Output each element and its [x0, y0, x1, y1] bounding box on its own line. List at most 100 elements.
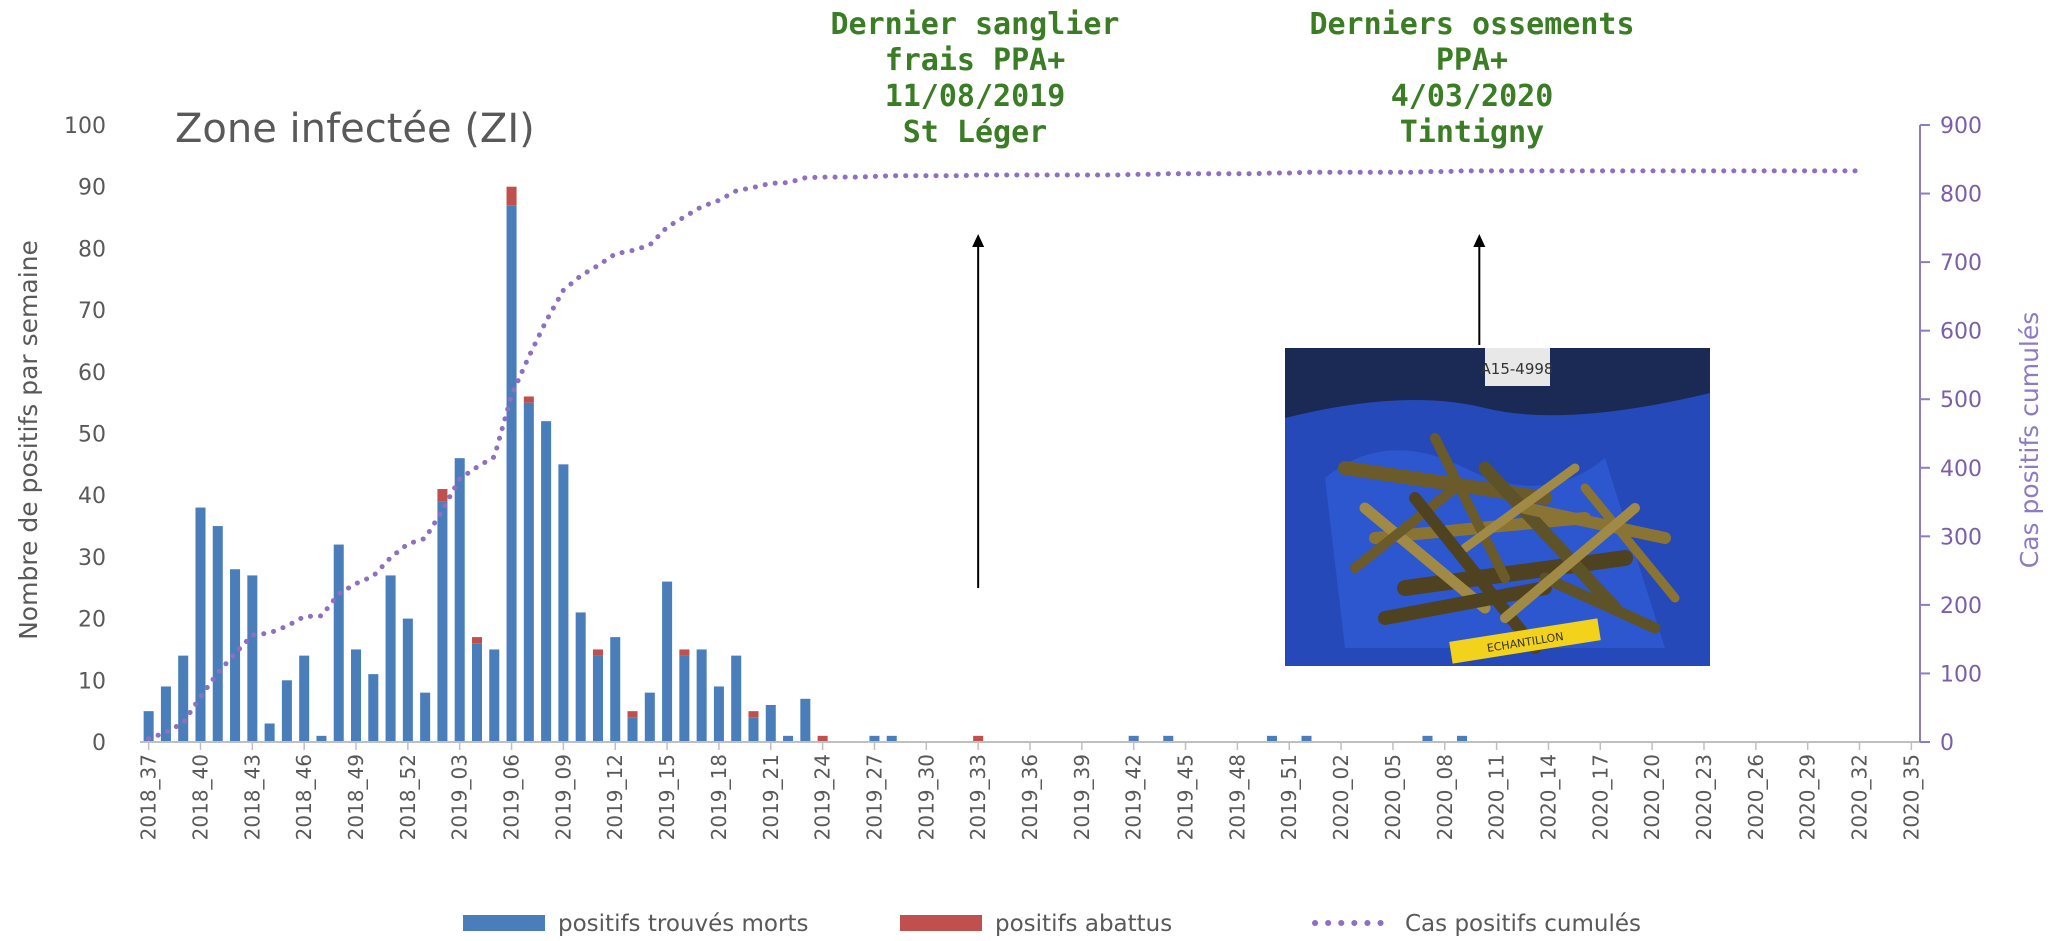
bar-dead-2019_14	[644, 692, 655, 742]
bar-dead-2019_50	[1266, 735, 1277, 742]
bar-dead-2018_37	[143, 711, 154, 742]
bar-dead-2018_49	[351, 649, 362, 742]
x-tick: 2019_39	[1070, 754, 1094, 840]
bar-dead-2019_22	[783, 735, 794, 742]
right-y-tick: 400	[1940, 457, 1982, 482]
left-y-tick: 30	[78, 546, 106, 571]
bar-dead-2018_43	[247, 575, 258, 742]
bar-dead-2019_42	[1128, 735, 1139, 742]
left-y-tick: 100	[64, 114, 106, 139]
legend-swatch	[463, 915, 545, 931]
x-tick: 2019_27	[862, 754, 886, 840]
bars	[143, 186, 1468, 742]
x-tick: 2019_45	[1174, 754, 1198, 840]
x-tick: 2020_26	[1744, 754, 1768, 840]
bar-dead-2018_41	[212, 526, 223, 742]
bar-dead-2019_23	[800, 698, 811, 742]
bone	[1378, 581, 1552, 625]
bar-dead-2018_38	[160, 686, 171, 742]
bar-dead-2018_47	[316, 735, 327, 742]
bar-dead-2019_17	[696, 649, 707, 742]
bar-dead-2018_40	[195, 507, 206, 742]
x-tick: 2019_51	[1277, 754, 1301, 840]
bar-shot-2019_33	[973, 735, 984, 742]
right-y-axis-label: Cas positifs cumulés	[2015, 312, 2044, 569]
bar-dead-2019_06	[506, 205, 517, 742]
bar-shot-2019_13	[627, 711, 638, 718]
bar-shot-2019_11	[592, 649, 603, 656]
bone	[1460, 463, 1580, 553]
bone	[1500, 503, 1640, 623]
bar-dead-2019_44	[1163, 735, 1174, 742]
bar-shot-2019_04	[471, 637, 483, 644]
x-tick: 2020_14	[1536, 754, 1560, 840]
left-y-tick: 90	[78, 176, 106, 201]
annotation-line: 11/08/2019	[885, 79, 1066, 114]
bar-dead-2018_46	[299, 655, 310, 742]
right-y-tick: 500	[1940, 388, 1982, 413]
annotation-line: Tintigny	[1400, 115, 1545, 150]
bone	[1580, 483, 1680, 603]
bar-shot-2019_06	[506, 186, 517, 206]
bar-dead-2019_05	[489, 649, 500, 742]
right-y-tick: 0	[1940, 731, 1954, 756]
bar-dead-2018_51	[385, 575, 396, 742]
left-y-tick-labels: 0 10 20 30 40 50 60 70 80 90 100	[64, 114, 106, 756]
bar-dead-2020_07	[1422, 735, 1433, 742]
left-y-tick: 0	[92, 731, 106, 756]
bone	[1397, 550, 1633, 596]
cumulative-series-line	[146, 168, 1862, 742]
x-tick: 2018_46	[292, 754, 316, 840]
sample-label-text: A15-4998	[1481, 360, 1554, 378]
x-tick: 2020_32	[1848, 754, 1872, 840]
x-tick-labels: 2018_37 2018_40 2018_43 2018_46 2018_49 2018_…	[137, 742, 1923, 840]
bar-shot-2019_20	[748, 711, 759, 718]
left-y-tick: 50	[78, 423, 106, 448]
x-tick: 2019_42	[1122, 754, 1146, 840]
left-y-tick: 40	[78, 484, 106, 509]
axes	[140, 125, 1921, 743]
cumulative-line	[146, 168, 1862, 742]
annotation-line: frais PPA+	[885, 43, 1066, 78]
bar-dead-2019_10	[575, 612, 586, 742]
left-y-tick: 20	[78, 608, 106, 633]
bone	[1350, 483, 1460, 573]
x-tick: 2020_35	[1899, 754, 1923, 840]
right-y-tick: 700	[1940, 251, 1982, 276]
bar-dead-2019_28	[886, 735, 897, 742]
legend-label: Cas positifs cumulés	[1405, 911, 1641, 937]
x-tick: 2020_11	[1485, 754, 1509, 840]
bar-dead-2018_39	[178, 655, 189, 742]
x-tick: 2019_30	[914, 754, 938, 840]
annotation-line: 4/03/2020	[1391, 79, 1554, 114]
left-y-tick: 10	[78, 669, 106, 694]
x-tick: 2018_52	[396, 754, 420, 840]
bar-dead-2019_19	[731, 655, 742, 742]
bone	[1519, 502, 1671, 544]
x-tick: 2019_24	[811, 754, 835, 840]
bar-shot-2019_02	[437, 489, 448, 502]
bar-dead-2019_04	[471, 643, 483, 742]
x-tick: 2020_20	[1640, 754, 1664, 840]
bar-dead-2019_21	[765, 704, 776, 742]
annotation-line: PPA+	[1436, 43, 1508, 78]
right-y-tick: 300	[1940, 525, 1982, 550]
x-tick: 2019_06	[500, 754, 524, 840]
bar-dead-2019_03	[454, 458, 465, 742]
bar-dead-2019_52	[1301, 735, 1312, 742]
left-y-tick: 60	[78, 361, 106, 386]
bar-dead-2018_44	[264, 723, 275, 742]
bar-dead-2019_13	[627, 717, 638, 742]
bar-dead-2019_16	[679, 655, 690, 742]
bar-dead-2019_08	[541, 421, 552, 742]
x-tick: 2020_02	[1329, 754, 1353, 840]
x-tick: 2019_18	[707, 754, 731, 840]
legend-label: positifs abattus	[995, 911, 1172, 937]
right-y-tick-labels: 0 100 200 300 400 500 600 700 800 900	[1920, 114, 1982, 756]
x-tick: 2019_03	[448, 754, 472, 840]
bone	[1430, 433, 1510, 583]
bone	[1359, 502, 1491, 614]
bar-dead-2019_09	[558, 464, 569, 742]
